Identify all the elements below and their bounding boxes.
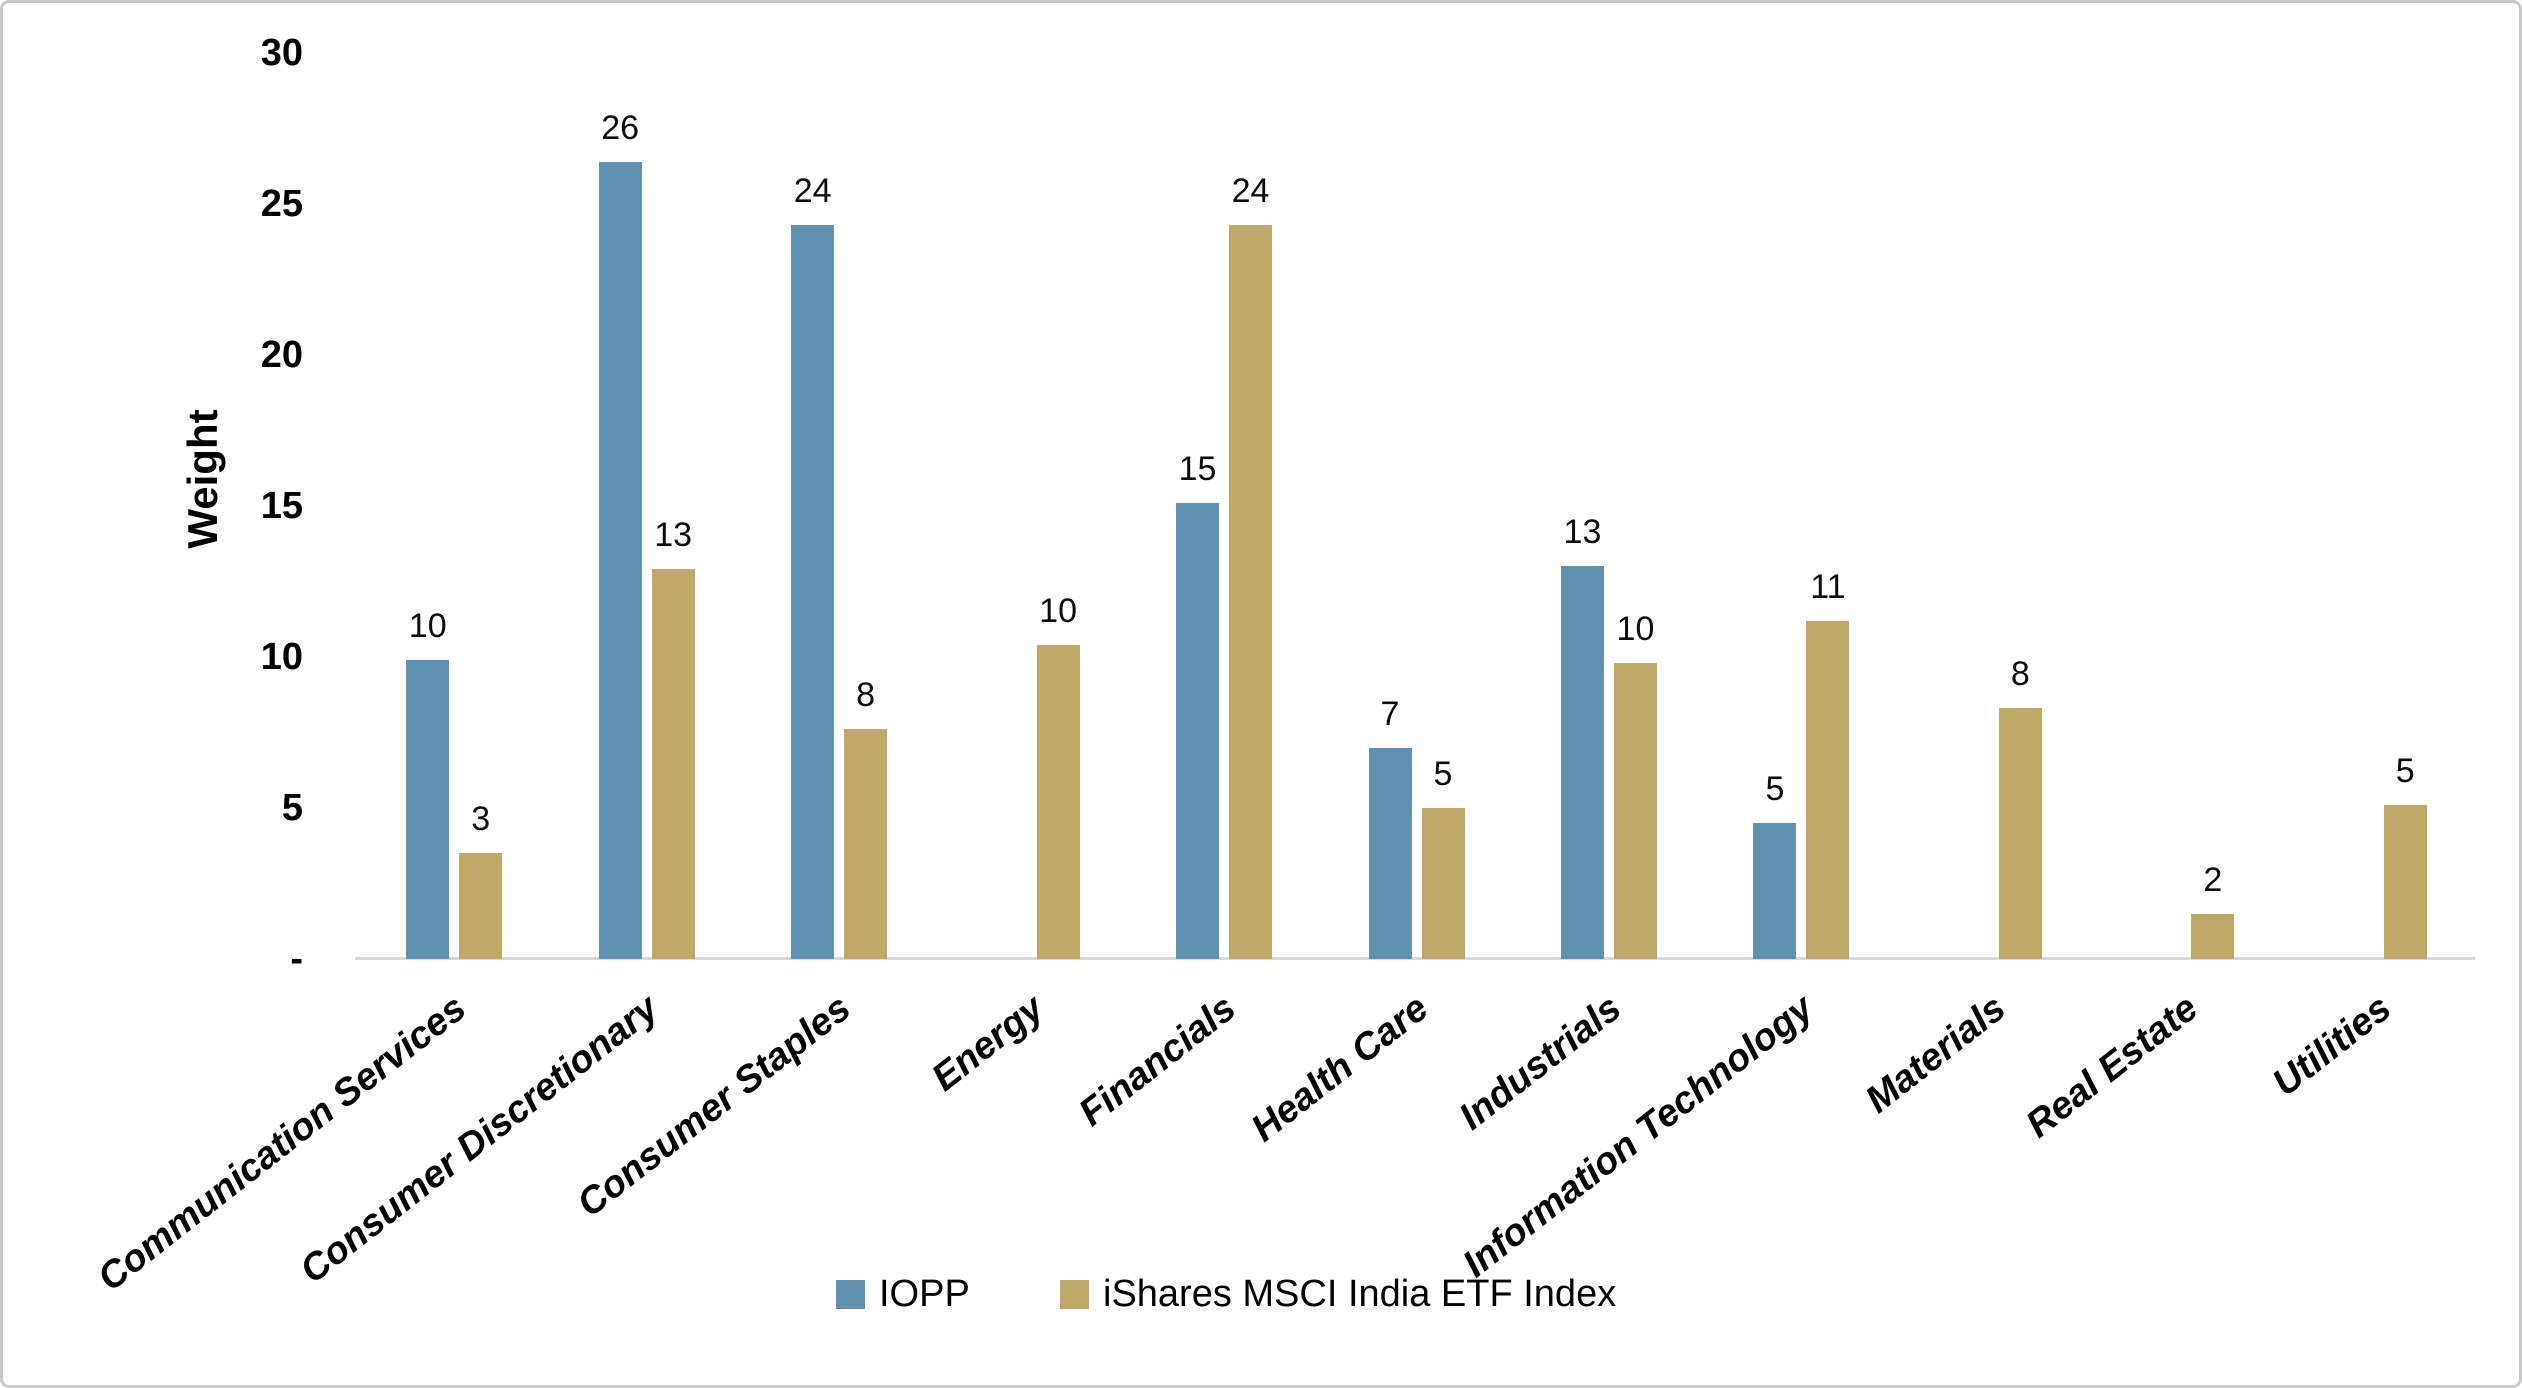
y-tick-15: 15 — [260, 485, 303, 527]
data-label-ishares-msci-india-etf-index-communication-services: 3 — [471, 800, 491, 838]
x-label-utilities: Utilities — [2264, 987, 2399, 1105]
x-axis-line — [355, 957, 2475, 960]
bar-iopp-health-care — [1368, 748, 1412, 959]
x-label-health-care: Health Care — [1244, 987, 1437, 1151]
data-label-ishares-msci-india-etf-index-industrials: 10 — [1616, 610, 1655, 648]
y-tick-30: 30 — [260, 32, 303, 74]
y-tick-25: 25 — [260, 183, 303, 225]
y-tick-5: 5 — [281, 787, 303, 829]
bar-ishares-msci-india-etf-index-financials — [1229, 225, 1273, 959]
bar-ishares-msci-india-etf-index-utilities — [2383, 805, 2427, 959]
y-tick-0: - — [290, 938, 303, 980]
data-label-iopp-financials: 15 — [1178, 450, 1217, 488]
bar-iopp-industrials — [1560, 566, 1604, 959]
data-label-iopp-industrials: 13 — [1563, 513, 1602, 551]
data-label-ishares-msci-india-etf-index-information-technology: 11 — [1810, 568, 1846, 606]
bar-ishares-msci-india-etf-index-materials — [1998, 708, 2042, 959]
bar-ishares-msci-india-etf-index-consumer-discretionary — [651, 569, 695, 959]
bar-iopp-financials — [1176, 503, 1220, 959]
bar-ishares-msci-india-etf-index-real-estate — [2191, 914, 2235, 959]
bar-iopp-information-technology — [1753, 823, 1797, 959]
y-tick-20: 20 — [260, 334, 303, 376]
data-label-ishares-msci-india-etf-index-real-estate: 2 — [2203, 861, 2223, 899]
bar-ishares-msci-india-etf-index-industrials — [1613, 663, 1657, 959]
data-label-ishares-msci-india-etf-index-consumer-staples: 8 — [856, 676, 876, 714]
data-label-ishares-msci-india-etf-index-materials: 8 — [2010, 655, 2030, 693]
x-label-real-estate: Real Estate — [2018, 987, 2207, 1147]
bar-ishares-msci-india-etf-index-consumer-staples — [844, 729, 888, 959]
x-label-consumer-discretionary: Consumer Discretionary — [292, 987, 667, 1292]
data-label-ishares-msci-india-etf-index-utilities: 5 — [2395, 752, 2415, 790]
data-label-iopp-health-care: 7 — [1380, 695, 1400, 733]
legend-label-iopp: IOPP — [879, 1273, 970, 1315]
data-label-iopp-consumer-discretionary: 26 — [601, 109, 640, 147]
legend-item-ishares: iShares MSCI India ETF Index — [1060, 1273, 1616, 1316]
legend-item-iopp: IOPP — [836, 1273, 970, 1316]
bar-iopp-consumer-staples — [791, 225, 835, 959]
legend-label-ishares: iShares MSCI India ETF Index — [1103, 1273, 1617, 1315]
data-label-ishares-msci-india-etf-index-consumer-discretionary: 13 — [654, 516, 693, 554]
data-label-iopp-consumer-staples: 24 — [793, 172, 832, 210]
data-label-iopp-communication-services: 10 — [408, 607, 447, 645]
x-label-industrials: Industrials — [1451, 987, 1629, 1139]
bar-ishares-msci-india-etf-index-health-care — [1421, 808, 1465, 959]
x-label-information-technology: Information Technology — [1455, 987, 1822, 1286]
x-label-materials: Materials — [1858, 987, 2014, 1122]
bar-ishares-msci-india-etf-index-communication-services — [459, 853, 503, 959]
data-label-ishares-msci-india-etf-index-energy: 10 — [1039, 592, 1077, 630]
legend-swatch-ishares — [1060, 1280, 1089, 1309]
x-label-communication-services: Communication Services — [90, 987, 475, 1300]
legend-swatch-iopp — [836, 1280, 865, 1309]
data-label-ishares-msci-india-etf-index-health-care: 5 — [1433, 755, 1453, 793]
x-label-financials: Financials — [1071, 987, 1244, 1135]
y-tick-10: 10 — [260, 636, 303, 678]
x-label-energy: Energy — [924, 987, 1052, 1100]
bar-ishares-msci-india-etf-index-information-technology — [1806, 621, 1850, 959]
data-label-ishares-msci-india-etf-index-financials: 24 — [1231, 172, 1270, 210]
bar-ishares-msci-india-etf-index-energy — [1036, 645, 1080, 959]
bar-iopp-consumer-discretionary — [598, 162, 642, 959]
data-label-iopp-information-technology: 5 — [1765, 770, 1785, 808]
bar-iopp-communication-services — [406, 660, 450, 959]
